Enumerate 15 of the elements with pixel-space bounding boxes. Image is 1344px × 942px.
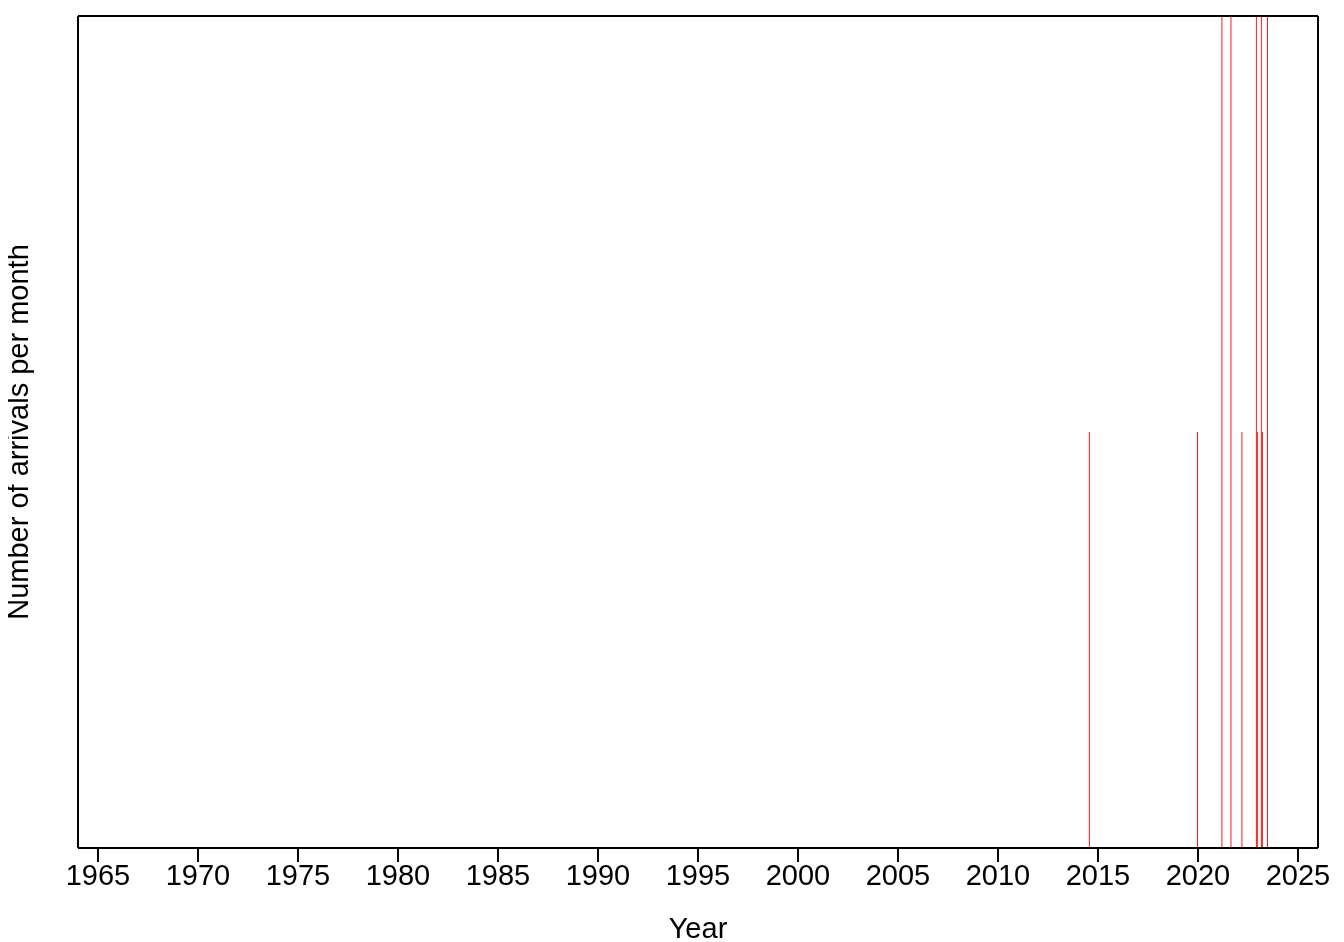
x-tick-label: 1980 [365, 858, 431, 891]
x-tick-label: 1995 [665, 858, 731, 891]
x-tick-label: 2025 [1265, 858, 1331, 891]
x-tick-label: 2000 [765, 858, 831, 891]
x-tick-label: 2005 [865, 858, 931, 891]
x-tick-label: 1985 [465, 858, 531, 891]
x-tick-label: 1975 [265, 858, 331, 891]
x-tick-label: 2010 [965, 858, 1031, 891]
x-axis-title: Year [668, 912, 728, 942]
x-tick-label: 1990 [565, 858, 631, 891]
x-tick-label: 1965 [65, 858, 131, 891]
x-tick-label: 2020 [1165, 858, 1231, 891]
x-tick-label: 2015 [1065, 858, 1131, 891]
x-tick-label: 1970 [165, 858, 231, 891]
y-axis-title: Number of arrivals per month [2, 244, 35, 620]
